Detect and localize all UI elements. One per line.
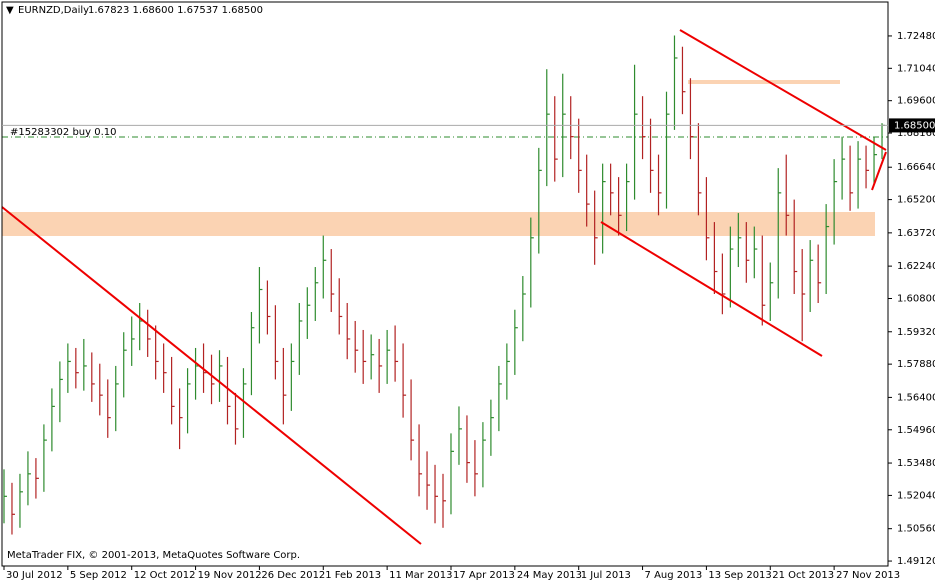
- bars: [3, 35, 886, 535]
- y-tick-label: 1.49120: [897, 556, 935, 567]
- x-tick-label: 1 Jul 2013: [581, 570, 631, 581]
- copyright: MetaTrader FIX, © 2001-2013, MetaQuotes …: [7, 550, 300, 561]
- x-tick-label: 5 Sep 2012: [70, 570, 127, 581]
- x-tick-label: 26 Dec 2012: [261, 570, 325, 581]
- price-label: 1.68500: [894, 120, 935, 131]
- trendline: [679, 29, 887, 151]
- y-tick-label: 1.52040: [897, 490, 935, 501]
- y-tick-label: 1.60800: [897, 293, 935, 304]
- order-label: #15283302 buy 0.10: [10, 127, 117, 138]
- y-tick-label: 1.66640: [897, 162, 935, 173]
- x-tick-label: 12 Oct 2012: [134, 570, 196, 581]
- y-tick-label: 1.69600: [897, 96, 935, 107]
- x-tick-label: 17 Apr 2013: [453, 570, 515, 581]
- y-tick-label: 1.54960: [897, 425, 935, 436]
- x-tick-label: 1 Feb 2013: [325, 570, 381, 581]
- trendline: [600, 221, 823, 357]
- y-tick-label: 1.59320: [897, 327, 935, 338]
- x-tick-label: 19 Nov 2012: [198, 570, 262, 581]
- x-tick-label: 11 Mar 2013: [389, 570, 452, 581]
- x-tick-label: 13 Sep 2013: [708, 570, 771, 581]
- x-tick-label: 30 Jul 2012: [6, 570, 63, 581]
- y-tick-label: 1.72480: [897, 31, 935, 42]
- x-tick-label: 21 Oct 2013: [772, 570, 834, 581]
- price-box: [889, 118, 935, 133]
- trendline: [871, 151, 887, 191]
- x-tick-label: 7 Aug 2013: [645, 570, 703, 581]
- ohlc-text: 1.67823 1.68600 1.67537 1.68500: [88, 5, 263, 16]
- y-tick-label: 1.68160: [897, 128, 935, 139]
- y-tick-label: 1.56400: [897, 392, 935, 403]
- zone: [2, 212, 875, 236]
- y-tick-label: 1.53480: [897, 458, 935, 469]
- y-tick-label: 1.63720: [897, 228, 935, 239]
- plot-frame: [1, 1, 889, 567]
- symbol: EURNZD,Daily: [18, 5, 89, 16]
- y-tick-label: 1.65200: [897, 195, 935, 206]
- trendline: [1, 206, 422, 545]
- y-tick-label: 1.62240: [897, 261, 935, 272]
- x-tick-label: 27 Nov 2013: [836, 570, 900, 581]
- y-tick-label: 1.57880: [897, 359, 935, 370]
- x-tick-label: 24 May 2013: [517, 570, 582, 581]
- y-tick-label: 1.71040: [897, 63, 935, 74]
- zone: [688, 80, 840, 84]
- header-arrow: ▼: [6, 5, 14, 16]
- y-tick-label: 1.50560: [897, 524, 935, 535]
